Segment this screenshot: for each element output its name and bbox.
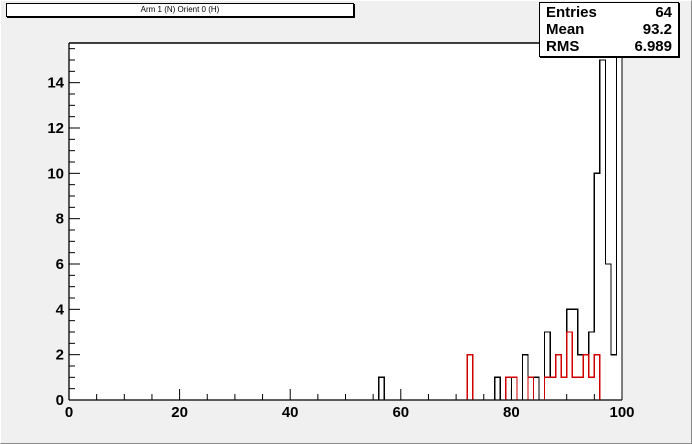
series-1-bar-0: [467, 355, 473, 400]
stats-mean-value: 93.2: [642, 21, 672, 38]
series-0-bar-15: [600, 60, 606, 400]
y-tick-label-6: 6: [56, 256, 64, 273]
series-1-bar-12: [589, 377, 595, 400]
y-tick-label-10: 10: [47, 165, 64, 182]
series-0-bar-1: [495, 377, 501, 400]
stats-row-rms: RMS 6.989: [546, 38, 672, 55]
stats-rms-label: RMS: [546, 38, 580, 55]
series-1-bar-4: [545, 377, 551, 400]
series-0-bar-19: [622, 43, 623, 400]
stats-box: Entries 64 Mean 93.2 RMS 6.989: [539, 2, 679, 57]
series-1-bar-13: [594, 355, 600, 400]
series-0-bar-0: [379, 377, 385, 400]
series-1-bar-7: [561, 377, 567, 400]
series-0-bar-17: [611, 355, 617, 400]
series-1-bar-1: [506, 377, 512, 400]
x-tick-label-80: 80: [503, 404, 520, 421]
plot-area: [69, 43, 622, 400]
series-1-bar-6: [556, 355, 562, 400]
stats-mean-label: Mean: [546, 21, 585, 38]
y-tick-label-4: 4: [56, 301, 65, 318]
series-1-bar-9: [572, 377, 578, 400]
y-tick-label-2: 2: [56, 347, 64, 364]
stats-row-entries: Entries 64: [546, 4, 672, 21]
stats-rms-value: 6.989: [634, 38, 672, 55]
series-0-bar-4: [534, 377, 540, 400]
series-1-bar-5: [550, 377, 556, 400]
y-tick-label-8: 8: [56, 211, 64, 228]
x-tick-label-40: 40: [282, 404, 299, 421]
x-tick-label-60: 60: [392, 404, 409, 421]
series-1-bar-8: [567, 332, 573, 400]
series-1-bar-3: [528, 377, 534, 400]
x-tick-label-20: 20: [171, 404, 188, 421]
y-tick-label-0: 0: [56, 392, 64, 409]
x-tick-label-0: 0: [65, 404, 73, 421]
histogram-title: Arm 1 (N) Orient 0 (H): [6, 3, 354, 17]
series-1-bar-2: [511, 377, 517, 400]
y-tick-label-14: 14: [47, 75, 64, 92]
stats-row-mean: Mean 93.2: [546, 21, 672, 38]
x-tick-label-100: 100: [609, 404, 634, 421]
series-1-bar-11: [583, 355, 589, 400]
series-0-bar-18: [616, 309, 622, 400]
y-tick-label-12: 12: [47, 120, 64, 137]
series-0-bar-3: [522, 355, 528, 400]
stats-entries-value: 64: [655, 4, 672, 21]
stats-entries-label: Entries: [546, 4, 597, 21]
series-1-bar-10: [578, 377, 584, 400]
series-0-bar-16: [605, 264, 611, 400]
